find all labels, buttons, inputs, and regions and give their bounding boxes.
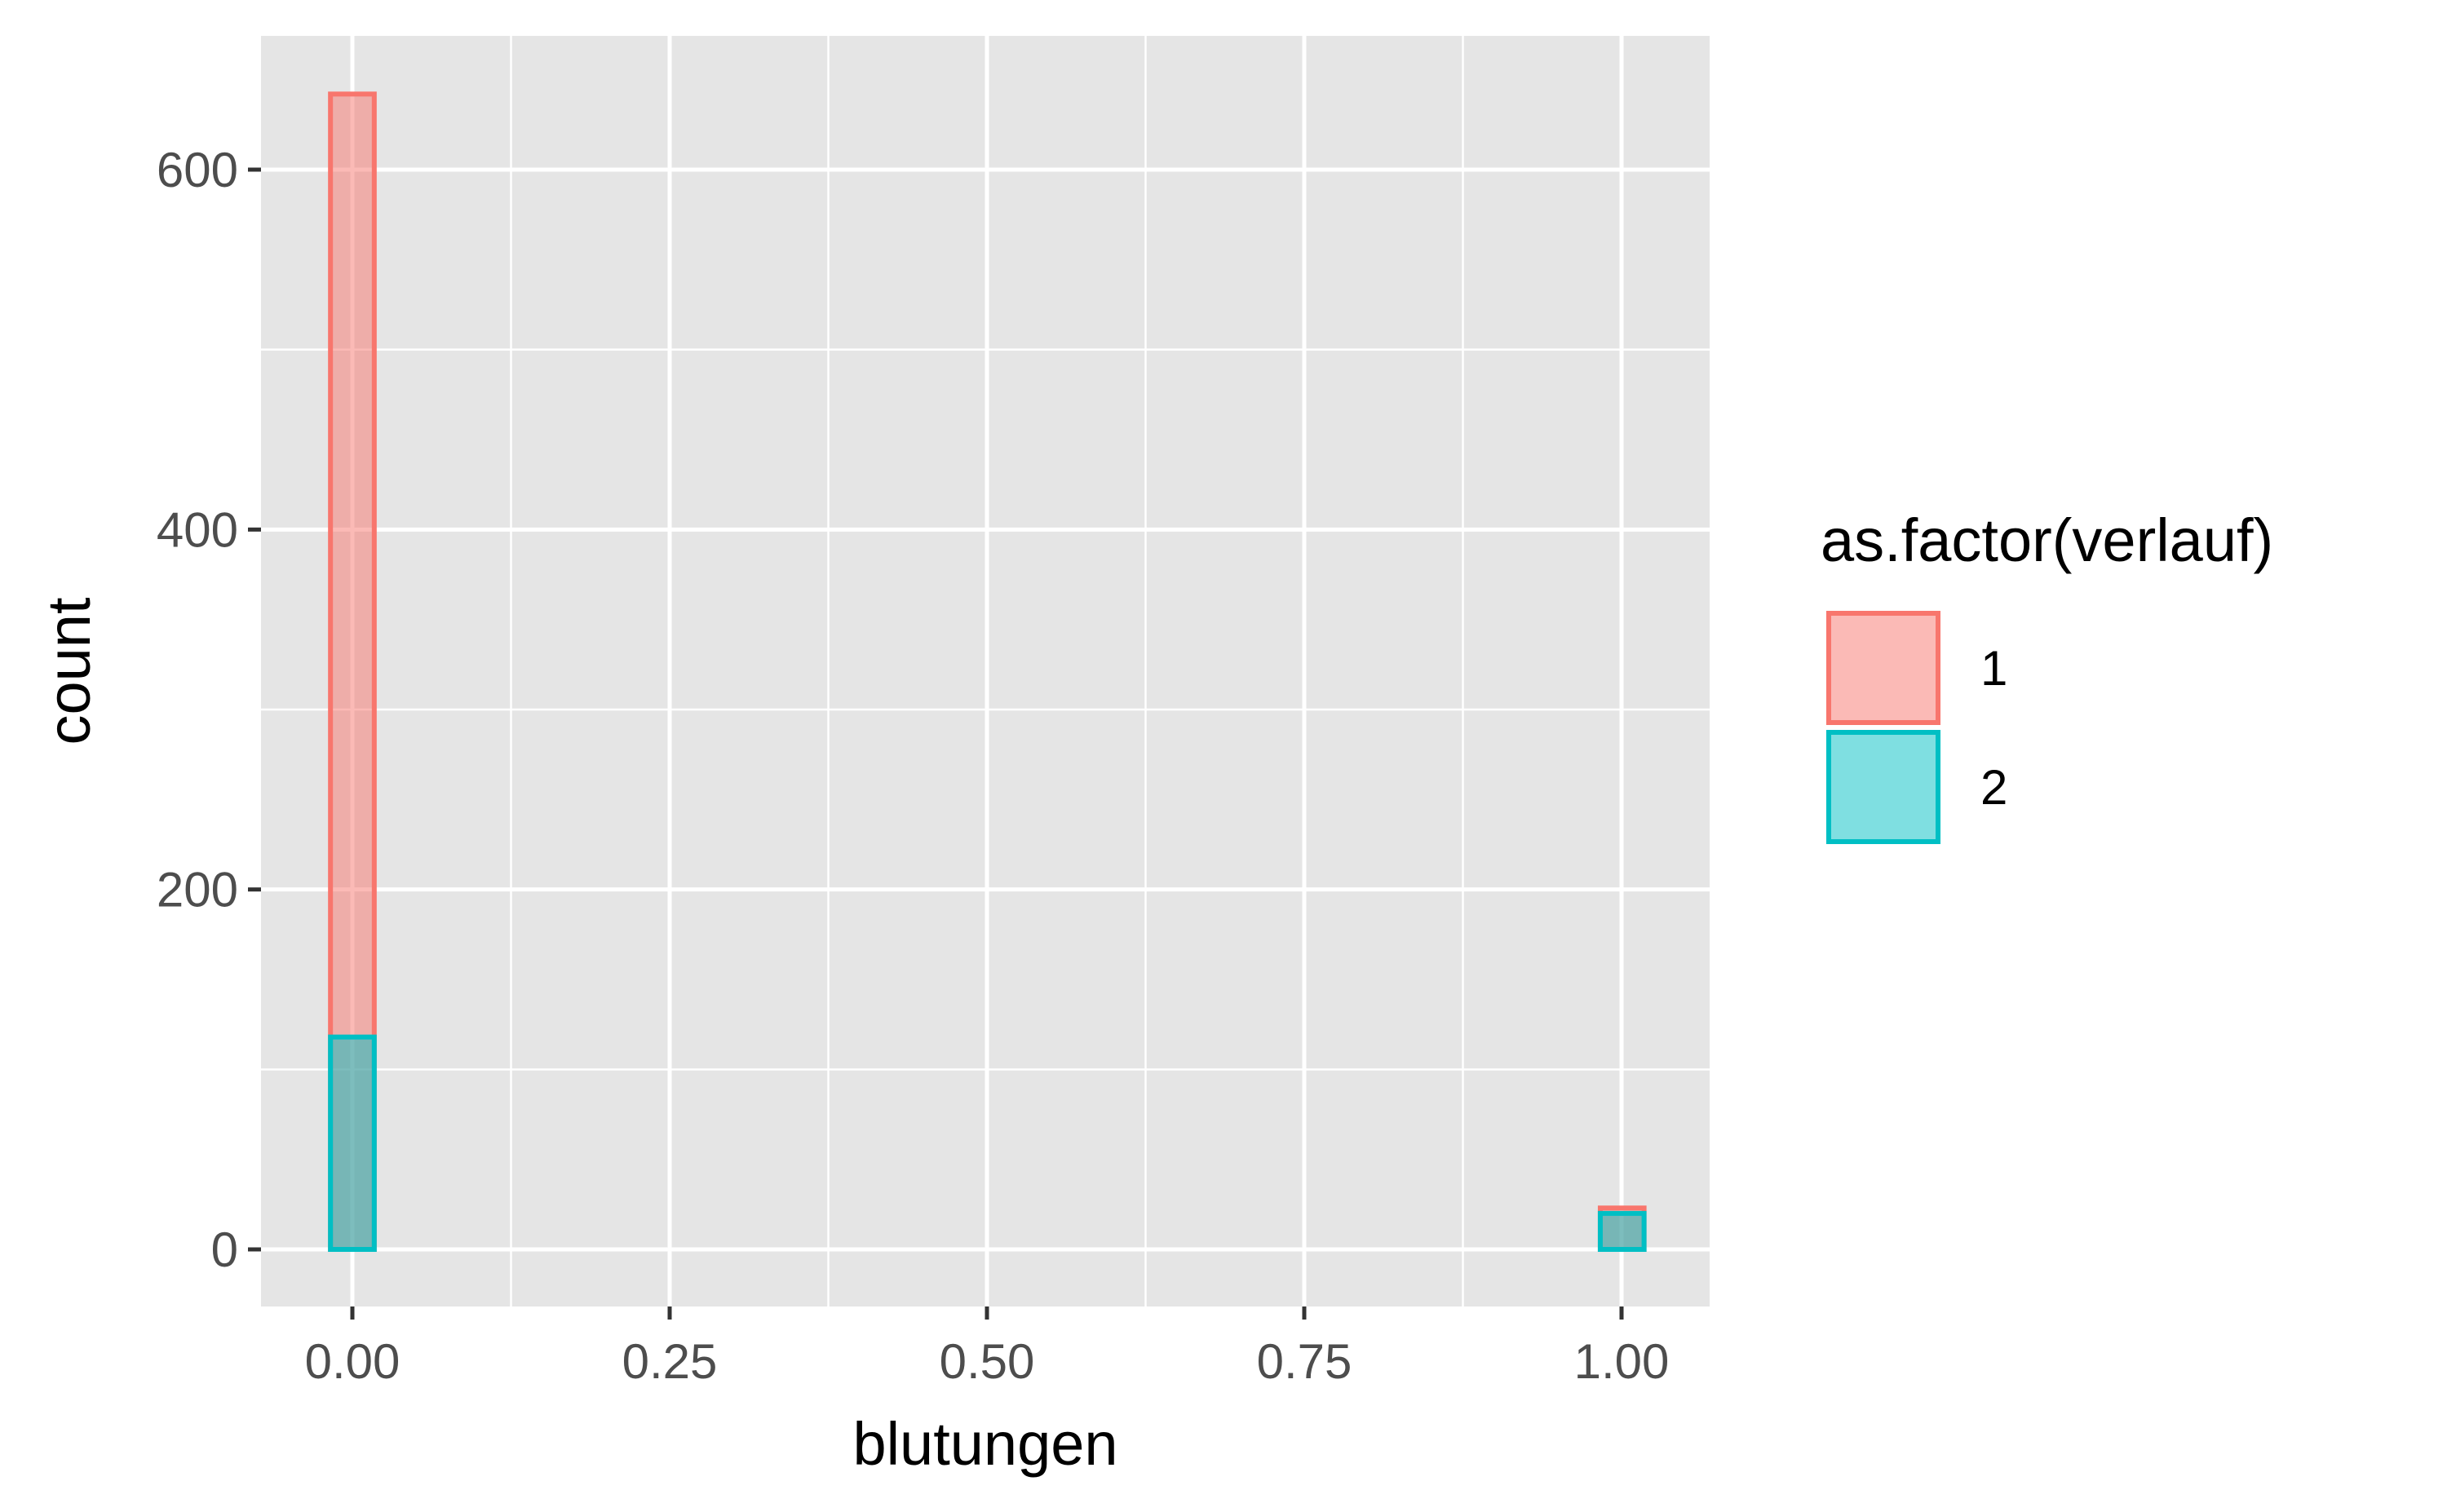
y-tick-label: 600 xyxy=(157,143,238,197)
y-tick-label: 400 xyxy=(157,502,238,557)
legend-key-2 xyxy=(1826,730,1940,844)
x-tick-label: 1.00 xyxy=(1574,1334,1670,1389)
x-tick-label: 0.25 xyxy=(622,1334,718,1389)
histogram-bar xyxy=(328,1034,377,1252)
x-axis: 0.00 0.25 0.50 0.75 1.00 xyxy=(305,1306,1670,1389)
y-tick-label: 0 xyxy=(211,1222,238,1277)
y-tick-label: 200 xyxy=(157,863,238,917)
histogram-bar xyxy=(1597,1210,1647,1253)
legend-items: 12 xyxy=(1826,611,2007,844)
series-2-bars xyxy=(328,1034,1647,1253)
legend-label-2: 2 xyxy=(1980,760,2007,815)
x-axis-title: blutungen xyxy=(852,1410,1117,1478)
x-tick-label: 0.00 xyxy=(305,1334,400,1389)
histogram-bars xyxy=(328,91,1647,1253)
legend-label-1: 1 xyxy=(1980,641,2007,696)
legend-title: as.factor(verlauf) xyxy=(1821,506,2273,574)
legend: as.factor(verlauf) 12 xyxy=(1821,506,2273,844)
legend-key-1 xyxy=(1826,611,1940,725)
x-tick-label: 0.75 xyxy=(1257,1334,1352,1389)
y-axis-title: count xyxy=(35,597,103,745)
x-tick-label: 0.50 xyxy=(940,1334,1035,1389)
y-axis: 0 200 400 600 xyxy=(157,143,261,1277)
